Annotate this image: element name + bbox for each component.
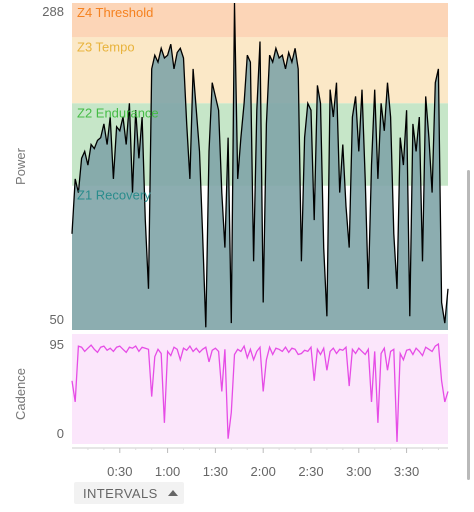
zone-label-z1: Z1 Recovery xyxy=(77,188,151,203)
power-y-tick-min: 50 xyxy=(50,312,64,327)
x-tick-label: 1:30 xyxy=(203,464,228,479)
zone-band-z4 xyxy=(72,3,448,38)
power-axis-title: Power xyxy=(13,147,28,185)
zone-label-z3: Z3 Tempo xyxy=(77,39,135,54)
zone-label-z2: Z2 Endurance xyxy=(77,105,159,120)
cadence-y-tick-max: 95 xyxy=(50,337,64,352)
x-tick-label: 2:00 xyxy=(251,464,276,479)
cadence-panel: 95 0 Cadence xyxy=(13,334,449,444)
x-tick-label: 2:30 xyxy=(298,464,323,479)
zone-label-z4: Z4 Threshold xyxy=(77,5,153,20)
caret-up-icon xyxy=(167,490,178,496)
x-tick-label: 3:00 xyxy=(346,464,371,479)
intervals-toggle-button[interactable]: INTERVALS xyxy=(74,482,184,504)
intervals-label: INTERVALS xyxy=(83,485,158,501)
power-y-tick-max: 288 xyxy=(42,4,64,19)
cadence-axis-title: Cadence xyxy=(13,368,28,420)
scrollbar-thumb[interactable] xyxy=(467,170,470,480)
x-tick-label: 0:30 xyxy=(107,464,132,479)
x-tick-label: 3:30 xyxy=(394,464,419,479)
x-axis: 0:30 1:00 1:30 2:00 2:30 3:00 3:30 xyxy=(72,447,448,479)
power-line xyxy=(71,2,449,328)
x-tick-label: 1:00 xyxy=(155,464,180,479)
cadence-line xyxy=(71,342,449,442)
power-area xyxy=(72,3,448,330)
power-panel: Z4 Threshold Z3 Tempo Z2 Endurance Z1 Re… xyxy=(13,2,449,330)
cadence-y-tick-min: 0 xyxy=(57,426,64,441)
